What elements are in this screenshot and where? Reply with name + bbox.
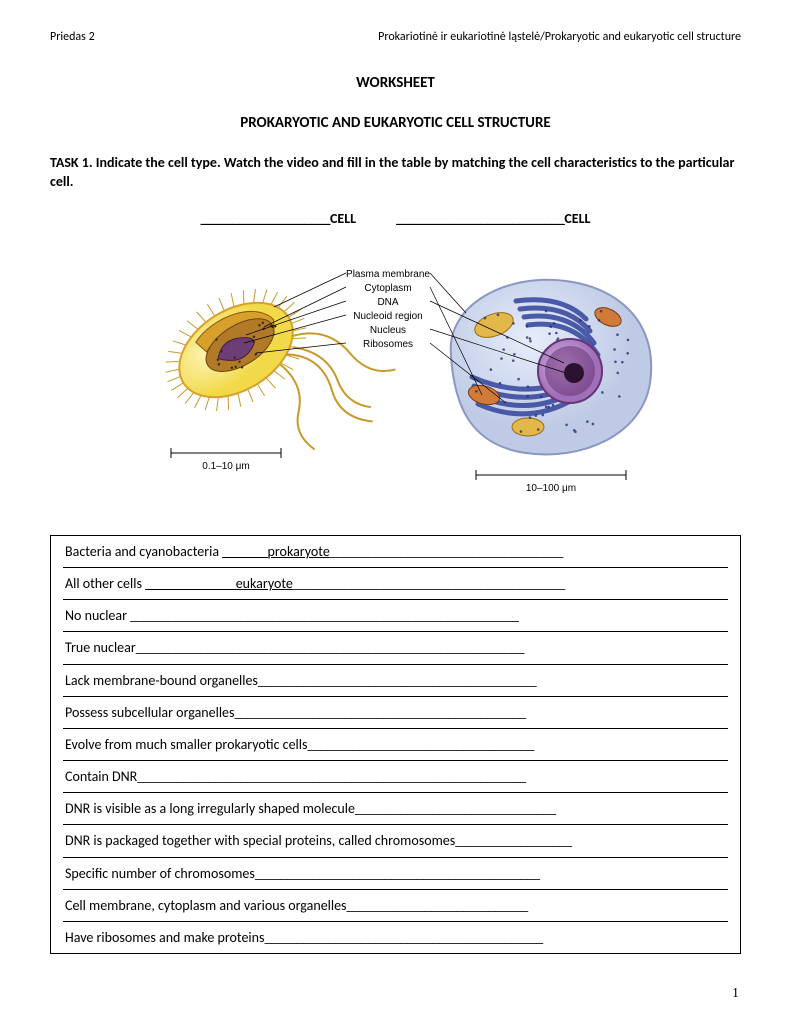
task-text: TASK 1. Indicate the cell type. Watch th…	[50, 154, 741, 192]
row-text: Bacteria and cyanobacteria	[65, 543, 222, 560]
row-blank: ______________	[145, 575, 236, 592]
row-text: Have ribosomes and make proteins	[65, 929, 264, 946]
row-blank: _______	[222, 543, 267, 560]
row-answer: eukaryote	[236, 575, 293, 592]
header-right: Prokariotinė ir eukariotinė ląstelė/Prok…	[378, 30, 741, 44]
svg-text:Ribosomes: Ribosomes	[362, 339, 412, 350]
row-trailing-blank: ________________________________________…	[137, 768, 525, 785]
row-trailing-blank: _______________________________	[355, 800, 556, 817]
row-trailing-blank: ________________________________________…	[130, 607, 518, 624]
row-trailing-blank: ____________________________	[347, 897, 528, 914]
table-row: DNR is packaged together with special pr…	[63, 825, 728, 857]
row-text: True nuclear	[65, 639, 136, 656]
characteristics-table: Bacteria and cyanobacteria _______prokar…	[50, 535, 741, 954]
table-row: Possess subcellular organelles__________…	[63, 697, 728, 729]
title-worksheet: WORKSHEET	[50, 74, 741, 92]
row-trailing-blank: ________________________________________…	[293, 575, 565, 592]
row-text: Specific number of chromosomes	[65, 865, 255, 882]
table-row: DNR is visible as a long irregularly sha…	[63, 793, 728, 825]
left-cell-label: ____________________CELL	[201, 210, 357, 227]
table-row: Contain DNR_____________________________…	[63, 761, 728, 793]
svg-text:10–100 μm: 10–100 μm	[525, 483, 575, 494]
row-text: DNR is packaged together with special pr…	[65, 832, 455, 849]
cell-diagram: 0.1–10 μm 10–100 μm Plasma membrane Cytopla…	[50, 235, 741, 505]
table-row: True nuclear____________________________…	[63, 632, 728, 664]
table-row: Specific number of chromosomes__________…	[63, 858, 728, 890]
svg-text:DNA: DNA	[377, 297, 398, 308]
row-trailing-blank: ________________________________________…	[258, 672, 536, 689]
row-trailing-blank: ________________________________________…	[255, 865, 540, 882]
cell-diagram-svg: 0.1–10 μm 10–100 μm Plasma membrane Cytopla…	[126, 235, 666, 505]
row-trailing-blank: __________________	[455, 832, 572, 849]
svg-text:Nucleus: Nucleus	[369, 325, 405, 336]
table-row: No nuclear _____________________________…	[63, 600, 728, 632]
row-text: Evolve from much smaller prokaryotic cel…	[65, 736, 307, 753]
svg-text:Plasma membrane: Plasma membrane	[346, 269, 430, 280]
page-number: 1	[732, 986, 739, 1002]
row-text: Possess subcellular organelles	[65, 704, 234, 721]
row-trailing-blank: ___________________________________	[307, 736, 534, 753]
row-trailing-blank: ____________________________________	[330, 543, 563, 560]
row-trailing-blank: ________________________________________…	[234, 704, 525, 721]
table-row: Cell membrane, cytoplasm and various org…	[63, 890, 728, 922]
svg-text:Cytoplasm: Cytoplasm	[364, 283, 411, 294]
table-row: Lack membrane-bound organelles__________…	[63, 665, 728, 697]
table-row: Bacteria and cyanobacteria _______prokar…	[63, 536, 728, 568]
row-trailing-blank: ________________________________________…	[264, 929, 542, 946]
row-text: Lack membrane-bound organelles	[65, 672, 258, 689]
svg-text:0.1–10 μm: 0.1–10 μm	[202, 461, 249, 472]
row-text: No nuclear	[65, 607, 130, 624]
cell-type-labels: ____________________CELL _______________…	[50, 210, 741, 227]
header-left: Priedas 2	[50, 30, 95, 44]
row-answer: prokaryote	[268, 543, 330, 560]
row-text: All other cells	[65, 575, 145, 592]
title-block: WORKSHEET PROKARYOTIC AND EUKARYOTIC CEL…	[50, 74, 741, 132]
table-row: Have ribosomes and make proteins________…	[63, 922, 728, 953]
title-subject: PROKARYOTIC AND EUKARYOTIC CELL STRUCTUR…	[50, 114, 741, 132]
page-header: Priedas 2 Prokariotinė ir eukariotinė lą…	[50, 30, 741, 44]
row-text: Contain DNR	[65, 768, 137, 785]
svg-text:Nucleoid region: Nucleoid region	[353, 311, 423, 322]
table-row: All other cells ______________eukaryote_…	[63, 568, 728, 600]
row-text: DNR is visible as a long irregularly sha…	[65, 800, 355, 817]
right-cell-label: __________________________CELL	[396, 210, 590, 227]
row-text: Cell membrane, cytoplasm and various org…	[65, 897, 347, 914]
table-row: Evolve from much smaller prokaryotic cel…	[63, 729, 728, 761]
row-trailing-blank: ________________________________________…	[136, 639, 524, 656]
